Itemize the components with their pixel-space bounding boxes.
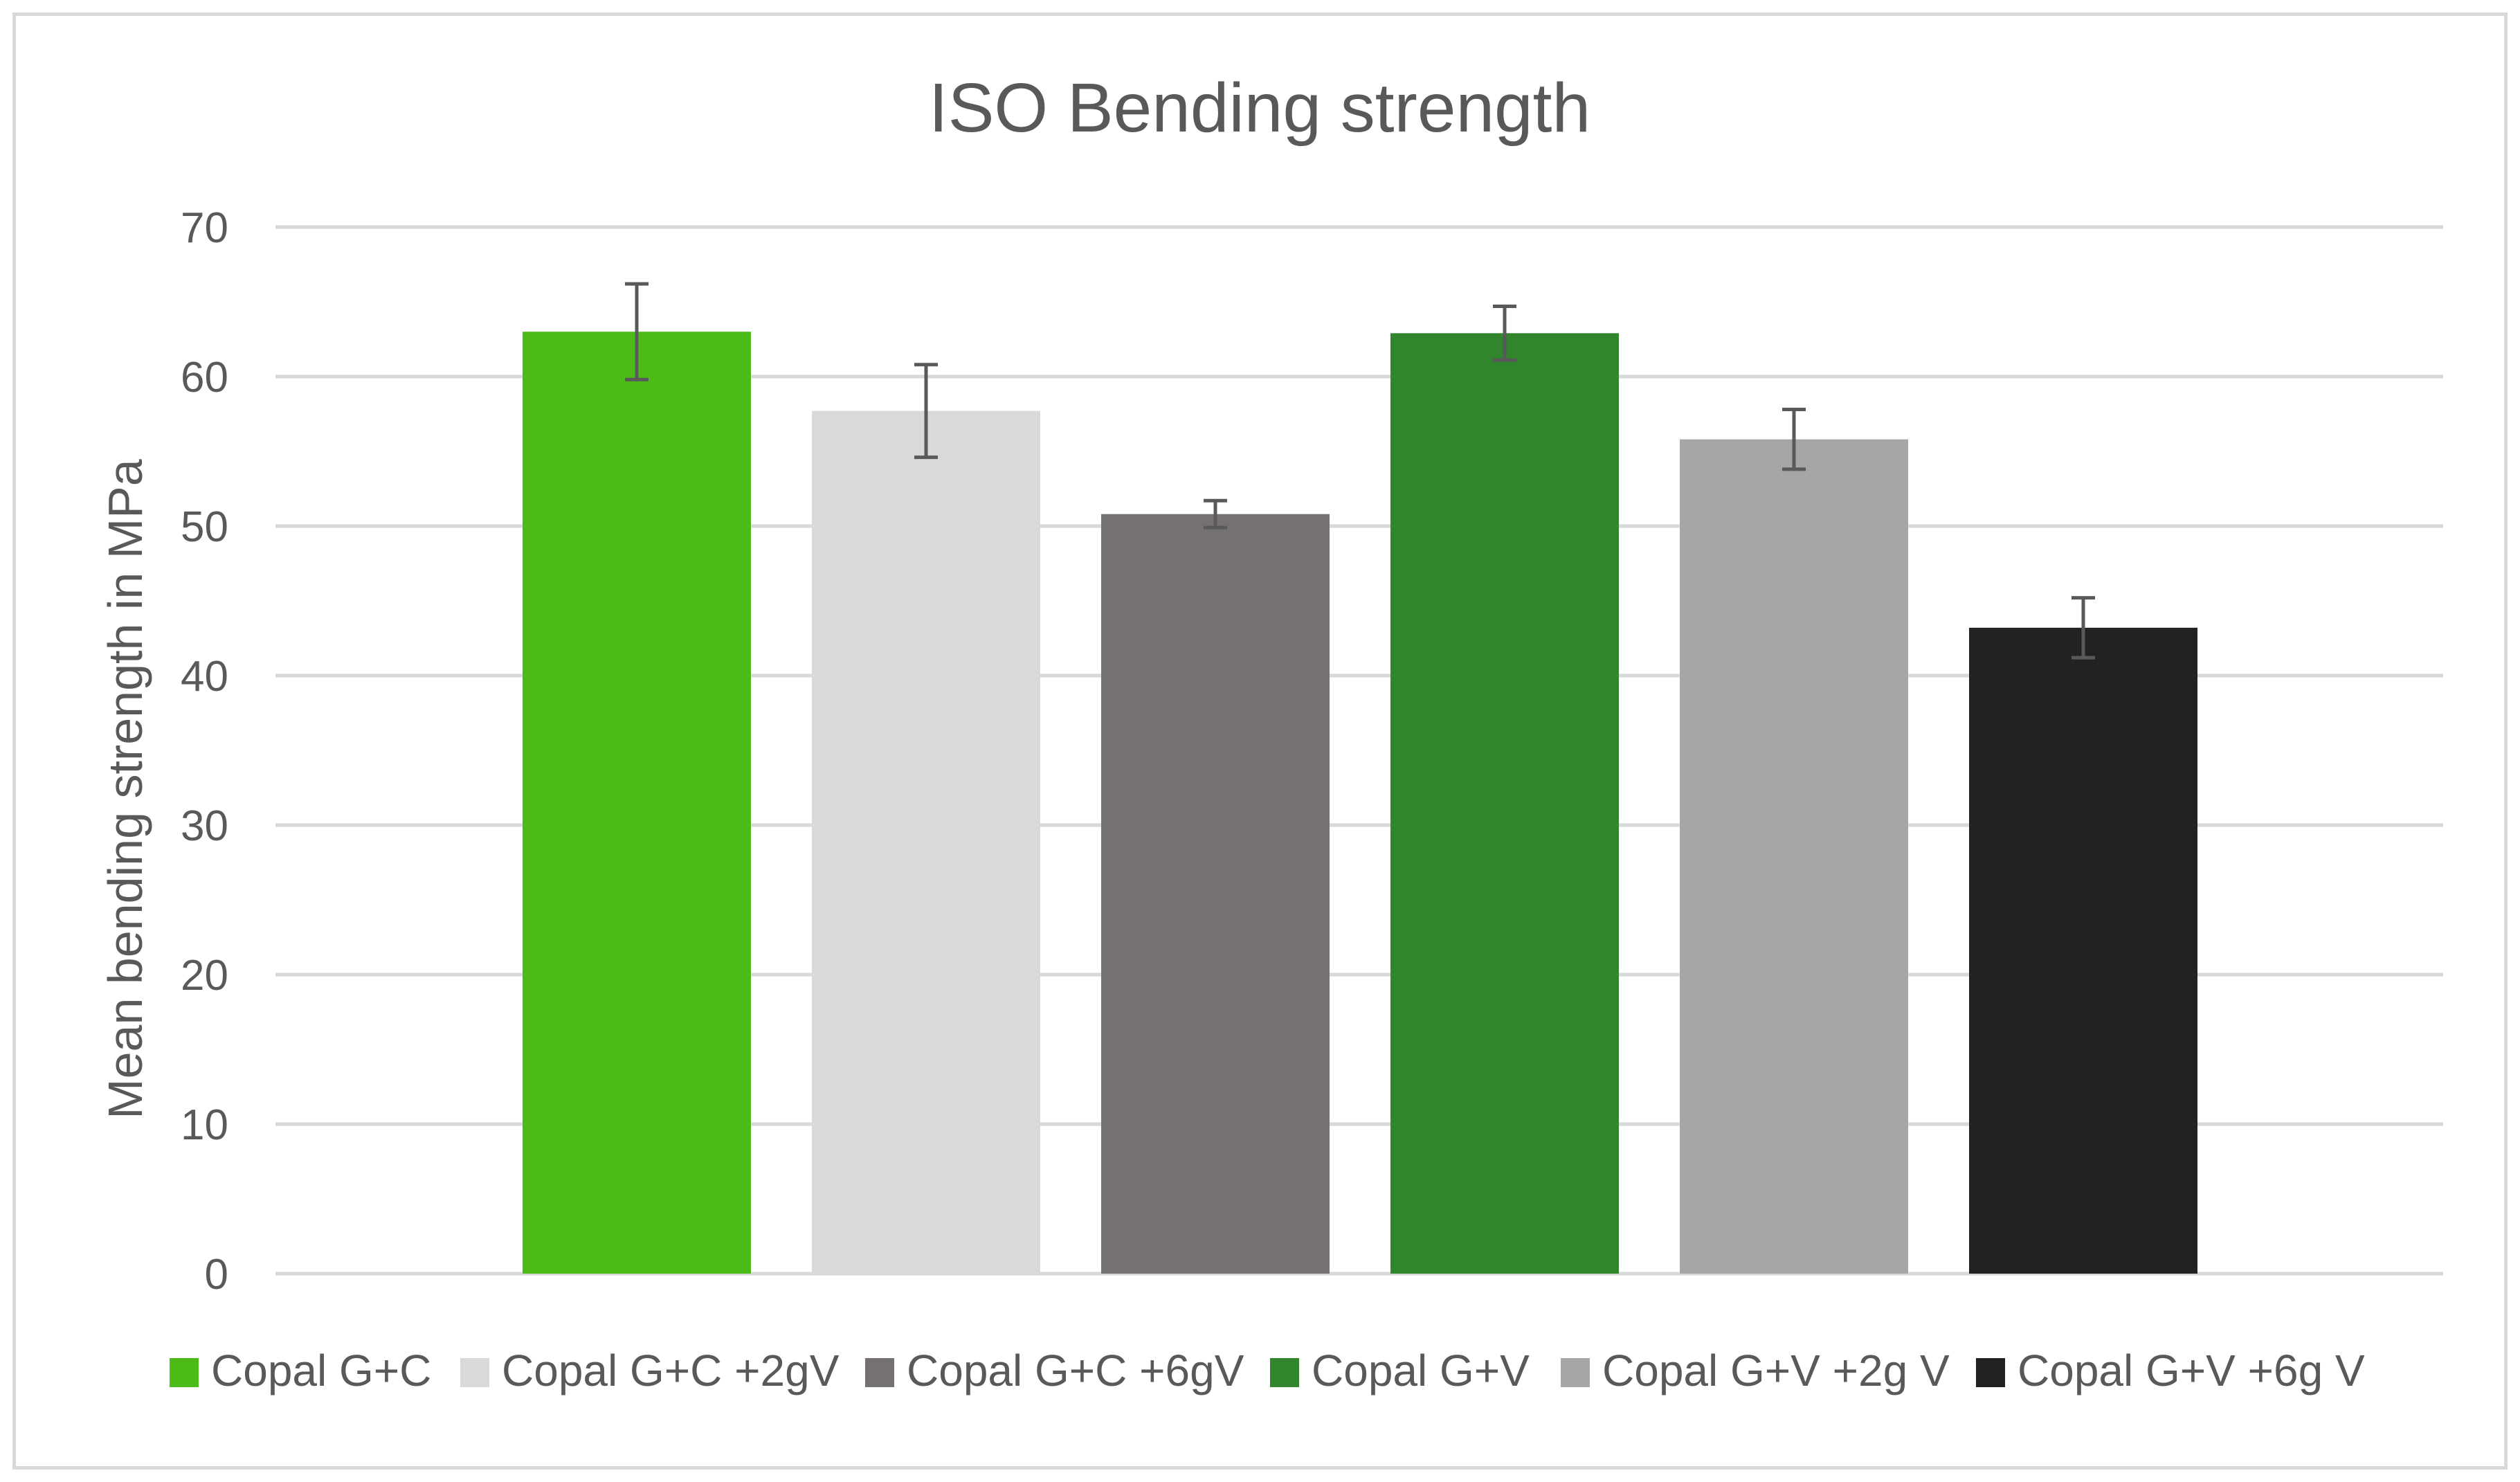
y-tick-label: 0 bbox=[205, 1251, 228, 1299]
legend-swatch bbox=[1270, 1358, 1299, 1387]
legend-label: Copal G+C +2gV bbox=[502, 1346, 840, 1395]
legend-swatch bbox=[1561, 1358, 1590, 1387]
legend-swatch bbox=[170, 1358, 199, 1387]
y-tick-label: 60 bbox=[181, 354, 228, 401]
legend-swatch bbox=[1976, 1358, 2005, 1387]
bar bbox=[812, 410, 1040, 1274]
error-bars bbox=[625, 282, 2095, 660]
y-axis-ticks: 0 10 20 30 40 50 60 70 bbox=[181, 204, 228, 1299]
chart-title: ISO Bending strength bbox=[929, 69, 1590, 147]
legend-label: Copal G+V +2g V bbox=[1602, 1346, 1950, 1395]
y-tick-label: 30 bbox=[181, 802, 228, 850]
bar bbox=[1969, 627, 2197, 1274]
bar bbox=[523, 332, 751, 1274]
y-tick-label: 10 bbox=[181, 1101, 228, 1149]
y-tick-label: 40 bbox=[181, 653, 228, 701]
bar bbox=[1101, 514, 1330, 1274]
y-tick-label: 20 bbox=[181, 952, 228, 1000]
legend-swatch bbox=[865, 1358, 894, 1387]
legend-label: Copal G+V bbox=[1312, 1346, 1530, 1395]
bar bbox=[1680, 439, 1908, 1274]
legend-label: Copal G+C +6gV bbox=[907, 1346, 1244, 1395]
legend-swatch bbox=[460, 1358, 489, 1387]
y-axis-label: Mean bending strength in MPa bbox=[98, 459, 152, 1119]
bars bbox=[523, 332, 2197, 1274]
legend: Copal G+C Copal G+C +2gV Copal G+C +6gV Cop… bbox=[170, 1346, 2365, 1395]
legend-label: Copal G+V +6g V bbox=[2018, 1346, 2365, 1395]
legend-label: Copal G+C bbox=[211, 1346, 431, 1395]
y-tick-label: 70 bbox=[181, 204, 228, 252]
y-tick-label: 50 bbox=[181, 503, 228, 551]
bar bbox=[1390, 333, 1619, 1274]
